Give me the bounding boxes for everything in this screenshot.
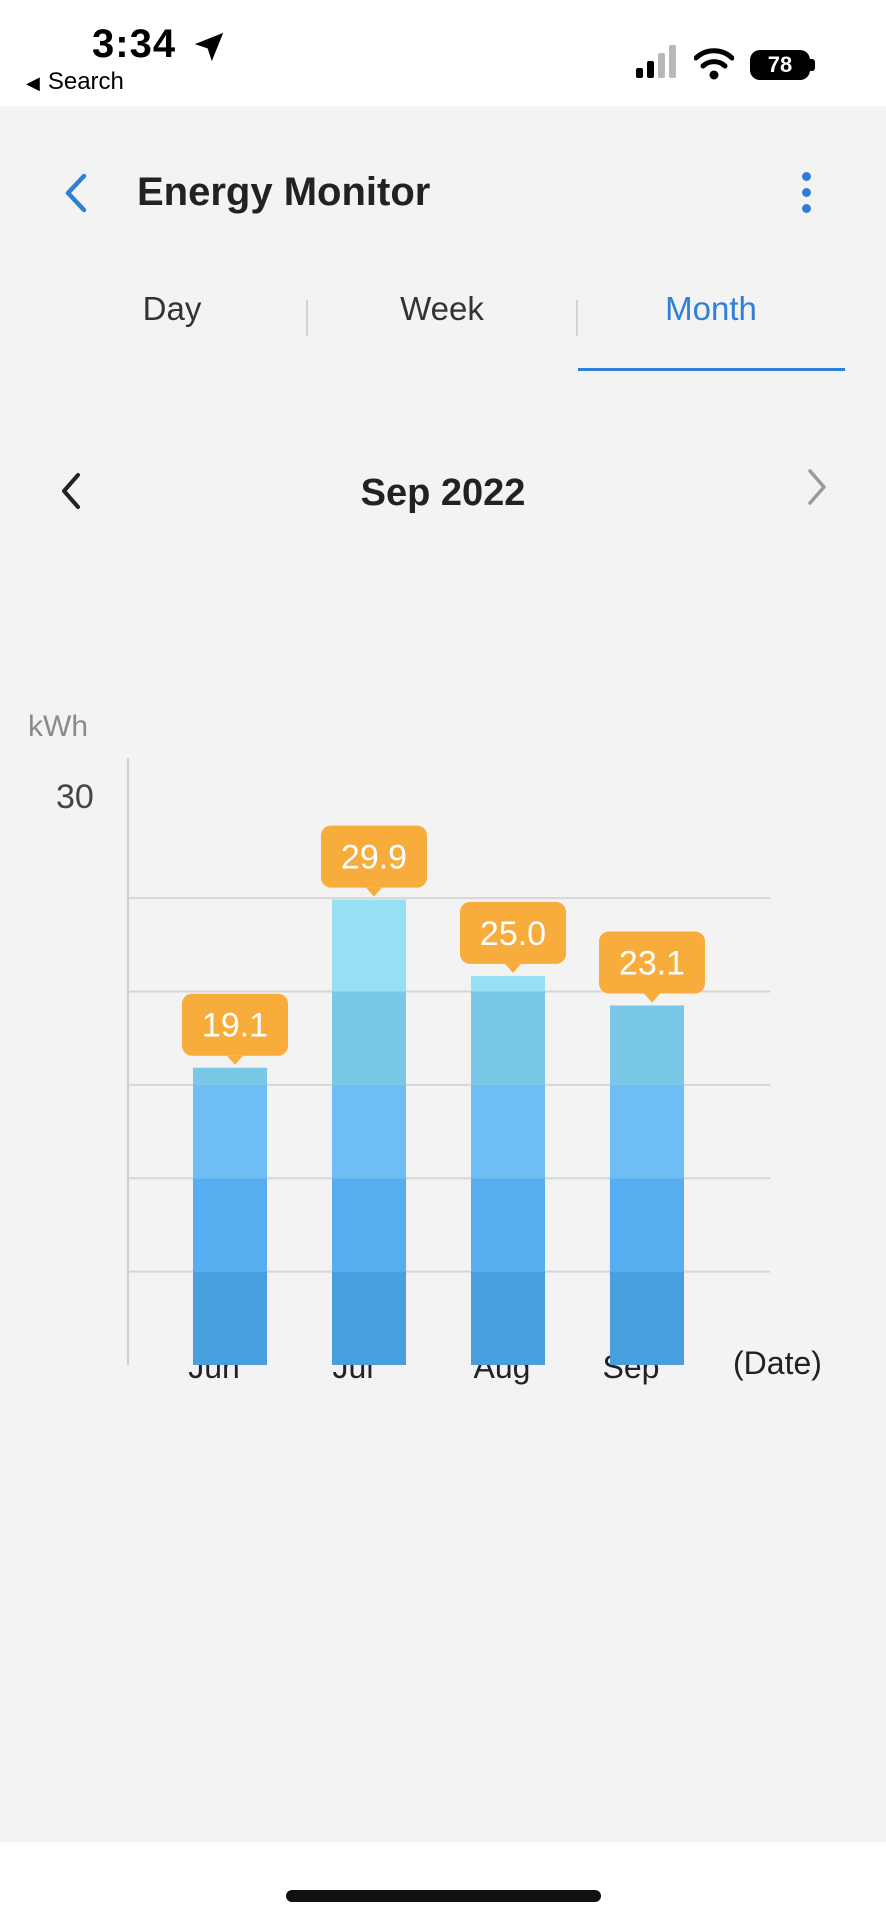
back-triangle-icon: ◀ — [26, 73, 40, 93]
value-badge-pointer — [366, 887, 382, 897]
page-title: Energy Monitor — [137, 170, 431, 214]
back-search-label: Search — [47, 68, 124, 95]
y-tick-label: 30 — [56, 778, 94, 816]
more-options-icon[interactable] — [790, 170, 822, 220]
value-badge — [321, 825, 427, 888]
bar-segment — [332, 991, 406, 1085]
status-bar: 3:34 ◀ Search 78 — [0, 0, 886, 106]
bar-segment — [332, 1084, 406, 1179]
tab-week[interactable]: Week — [400, 290, 484, 327]
tab-separator — [576, 300, 578, 336]
cellular-signal-icon — [636, 45, 676, 78]
bar-segment — [610, 1271, 684, 1365]
bar-segment — [193, 1271, 267, 1365]
bar-value-label: 29.9 — [341, 839, 407, 877]
battery-cap — [810, 59, 815, 71]
value-badge-pointer — [644, 993, 660, 1003]
bar-value-label: 23.1 — [619, 944, 685, 982]
bar-segment — [332, 1271, 406, 1365]
location-arrow-icon — [194, 32, 224, 62]
home-bar-area — [0, 1842, 886, 1920]
more-dot — [802, 172, 811, 181]
battery-indicator: 78 — [750, 50, 810, 80]
previous-period-icon[interactable] — [56, 470, 86, 512]
tab-day[interactable]: Day — [142, 290, 202, 327]
value-badge-pointer — [227, 1055, 243, 1065]
bar-segment — [471, 1271, 545, 1365]
bar-segment — [332, 899, 406, 992]
value-badge-pointer — [505, 963, 521, 973]
period-label: Sep 2022 — [360, 472, 526, 514]
wifi-icon — [694, 48, 734, 80]
value-badge — [599, 931, 705, 994]
tab-month[interactable]: Month — [665, 290, 757, 327]
tab-separator — [306, 300, 308, 336]
x-axis-label: (Date) — [733, 1345, 822, 1381]
bar-segment — [610, 1178, 684, 1272]
y-axis-unit-label: kWh — [28, 710, 88, 743]
bar-value-label: 19.1 — [202, 1007, 268, 1045]
bar-segment — [471, 975, 545, 992]
bar-segment — [471, 1178, 545, 1272]
back-arrow-icon[interactable] — [58, 170, 94, 216]
value-badge — [182, 993, 288, 1056]
bar-segment — [193, 1067, 267, 1085]
bar-segment — [193, 1178, 267, 1272]
bar-segment — [610, 1005, 684, 1085]
more-dot — [802, 188, 811, 197]
active-tab-indicator — [578, 368, 845, 371]
bar-segment — [193, 1084, 267, 1179]
next-period-icon[interactable] — [802, 466, 832, 508]
bar-segment — [471, 1084, 545, 1179]
status-time: 3:34 — [92, 22, 177, 66]
home-indicator[interactable] — [286, 1890, 601, 1902]
more-dot — [802, 204, 811, 213]
bar-value-label: 25.0 — [480, 915, 546, 953]
back-to-search-link[interactable]: ◀ Search — [26, 68, 124, 96]
value-badge — [460, 901, 566, 964]
bar-segment — [610, 1084, 684, 1179]
bar-segment — [332, 1178, 406, 1272]
bar-segment — [471, 991, 545, 1085]
